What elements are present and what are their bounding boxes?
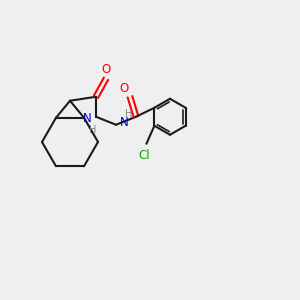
Text: H: H (89, 125, 96, 135)
Text: O: O (119, 82, 129, 95)
Text: H: H (125, 109, 132, 119)
Text: O: O (101, 63, 111, 76)
Text: N: N (83, 112, 92, 125)
Text: N: N (120, 116, 129, 129)
Text: Cl: Cl (139, 149, 150, 162)
